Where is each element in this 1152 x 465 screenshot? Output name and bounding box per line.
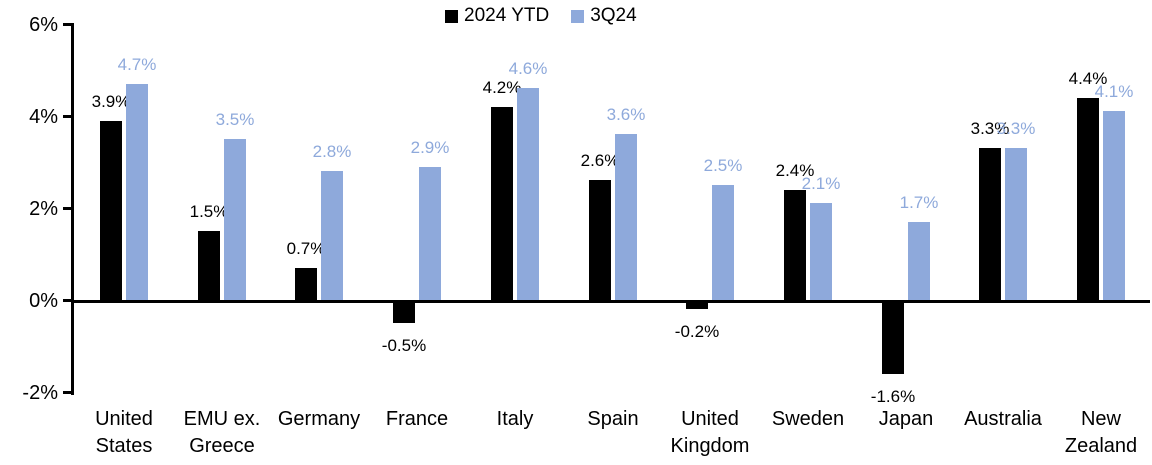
bar-2024-ytd-australia bbox=[979, 148, 1001, 300]
bar-2024-ytd-germany bbox=[295, 268, 317, 300]
bar-label-3q24-germany: 2.8% bbox=[312, 142, 352, 161]
x-axis-label-new-zealand: New Zealand bbox=[1064, 408, 1138, 457]
y-tick-label-2: 2% bbox=[29, 198, 58, 220]
y-axis-line bbox=[71, 23, 74, 395]
y-tick-2 bbox=[63, 391, 72, 394]
bar-3q24-spain bbox=[615, 134, 637, 300]
y-tick-label-0: 0% bbox=[29, 290, 58, 312]
bar-label-2024-ytd-japan: -1.6% bbox=[870, 387, 916, 406]
bar-label-3q24-italy: 4.6% bbox=[508, 59, 548, 78]
bar-2024-ytd-sweden bbox=[784, 190, 806, 300]
y-tick-4 bbox=[63, 115, 72, 118]
bar-3q24-australia bbox=[1005, 148, 1027, 300]
bar-label-2024-ytd-emu-ex-greece: 1.5% bbox=[189, 202, 229, 221]
bar-label-2024-ytd-united-states: 3.9% bbox=[91, 92, 131, 111]
legend-item-2024-ytd: 2024 YTD bbox=[445, 5, 549, 27]
legend-label-3q24: 3Q24 bbox=[590, 5, 637, 26]
y-tick-label-6: 6% bbox=[29, 14, 58, 36]
bar-3q24-new-zealand bbox=[1103, 111, 1125, 300]
bar-label-2024-ytd-united-kingdom: -0.2% bbox=[674, 322, 720, 341]
bar-label-2024-ytd-italy: 4.2% bbox=[482, 78, 522, 97]
bar-3q24-france bbox=[419, 167, 441, 300]
x-axis-label-japan: Japan bbox=[878, 408, 934, 430]
bar-label-2024-ytd-sweden: 2.4% bbox=[775, 161, 815, 180]
x-axis-label-australia: Australia bbox=[964, 408, 1042, 430]
chart-legend: 2024 YTD 3Q24 bbox=[445, 5, 637, 27]
x-axis-baseline bbox=[71, 300, 1150, 303]
bar-label-3q24-japan: 1.7% bbox=[899, 193, 939, 212]
y-tick-6 bbox=[63, 23, 72, 26]
bar-3q24-united-states bbox=[126, 84, 148, 300]
y-tick-2 bbox=[63, 207, 72, 210]
bar-2024-ytd-united-states bbox=[100, 121, 122, 300]
bar-2024-ytd-spain bbox=[589, 180, 611, 300]
bar-label-2024-ytd-new-zealand: 4.4% bbox=[1068, 69, 1108, 88]
bar-label-2024-ytd-germany: 0.7% bbox=[286, 239, 326, 258]
bar-label-3q24-france: 2.9% bbox=[410, 138, 450, 157]
bar-3q24-germany bbox=[321, 171, 343, 300]
bar-label-3q24-emu-ex-greece: 3.5% bbox=[215, 110, 255, 129]
bar-2024-ytd-new-zealand bbox=[1077, 98, 1099, 300]
x-axis-label-germany: Germany bbox=[277, 408, 361, 430]
legend-label-2024-ytd: 2024 YTD bbox=[464, 5, 550, 26]
bar-label-3q24-spain: 3.6% bbox=[606, 105, 646, 124]
x-axis-label-sweden: Sweden bbox=[771, 408, 845, 430]
bar-label-3q24-sweden: 2.1% bbox=[801, 174, 841, 193]
bar-3q24-japan bbox=[908, 222, 930, 300]
bar-2024-ytd-emu-ex-greece bbox=[198, 231, 220, 300]
x-axis-label-emu-ex-greece: EMU ex. Greece bbox=[183, 408, 261, 457]
x-axis-label-united-states: United States bbox=[95, 408, 153, 457]
bar-3q24-sweden bbox=[810, 203, 832, 300]
bar-label-3q24-new-zealand: 4.1% bbox=[1094, 82, 1134, 101]
bar-2024-ytd-united-kingdom bbox=[686, 303, 708, 309]
bar-3q24-italy bbox=[517, 88, 539, 300]
y-tick-0 bbox=[63, 299, 72, 302]
bar-label-2024-ytd-spain: 2.6% bbox=[580, 151, 620, 170]
legend-swatch-3q24 bbox=[571, 9, 585, 23]
bar-label-2024-ytd-france: -0.5% bbox=[381, 336, 427, 355]
bar-label-3q24-united-kingdom: 2.5% bbox=[703, 156, 743, 175]
bar-label-3q24-australia: 3.3% bbox=[996, 119, 1036, 138]
bar-label-2024-ytd-australia: 3.3% bbox=[970, 119, 1010, 138]
bar-2024-ytd-france bbox=[393, 303, 415, 323]
legend-item-3q24: 3Q24 bbox=[571, 5, 637, 27]
bar-3q24-united-kingdom bbox=[712, 185, 734, 300]
bar-2024-ytd-italy bbox=[491, 107, 513, 300]
y-tick-label-2: -2% bbox=[22, 382, 58, 404]
bar-3q24-emu-ex-greece bbox=[224, 139, 246, 300]
y-tick-label-4: 4% bbox=[29, 106, 58, 128]
bar-label-3q24-united-states: 4.7% bbox=[117, 55, 157, 74]
x-axis-label-spain: Spain bbox=[587, 408, 639, 430]
x-axis-label-italy: Italy bbox=[496, 408, 534, 430]
x-axis-label-france: France bbox=[385, 408, 449, 430]
bar-2024-ytd-japan bbox=[882, 303, 904, 374]
x-axis-label-united-kingdom: United Kingdom bbox=[670, 408, 750, 457]
legend-swatch-2024-ytd bbox=[445, 9, 458, 23]
